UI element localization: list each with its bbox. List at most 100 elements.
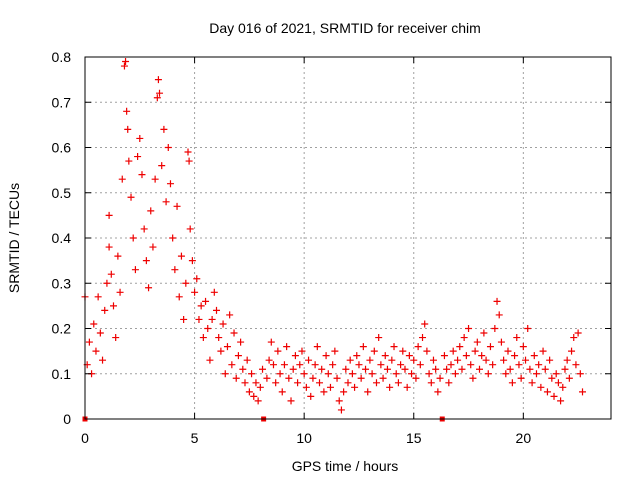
- data-point: [309, 374, 317, 382]
- data-point: [239, 365, 247, 373]
- data-point: [379, 374, 387, 382]
- data-point: [263, 374, 271, 382]
- data-point: [210, 288, 218, 296]
- y-axis-label: SRMTID / TECUs: [6, 183, 22, 293]
- data-point: [134, 153, 142, 161]
- data-point: [440, 352, 448, 360]
- data-point: [537, 383, 545, 391]
- data-point: [348, 370, 356, 378]
- data-point: [124, 125, 132, 133]
- data-point: [245, 388, 253, 396]
- data-point: [243, 356, 251, 364]
- data-point: [416, 361, 424, 369]
- data-point: [147, 207, 155, 215]
- y-tick-label: 0.2: [52, 321, 72, 337]
- data-point: [445, 379, 453, 387]
- data-point: [495, 311, 503, 319]
- data-point: [329, 361, 337, 369]
- data-point: [250, 392, 258, 400]
- data-point: [94, 293, 102, 301]
- data-point: [399, 347, 407, 355]
- data-point: [302, 383, 310, 391]
- data-point: [342, 365, 350, 373]
- data-point: [346, 356, 354, 364]
- data-point: [568, 347, 576, 355]
- data-point: [114, 252, 122, 260]
- grid-lines: [85, 57, 611, 419]
- data-point: [92, 347, 100, 355]
- data-point: [425, 370, 433, 378]
- data-point: [337, 406, 345, 414]
- data-point: [158, 162, 166, 170]
- data-point: [383, 365, 391, 373]
- data-point: [355, 361, 363, 369]
- data-point: [140, 225, 148, 233]
- data-point: [434, 388, 442, 396]
- data-point: [508, 379, 516, 387]
- data-point: [294, 379, 302, 387]
- data-point: [465, 325, 473, 332]
- data-point: [232, 374, 240, 382]
- data-point: [101, 306, 109, 314]
- data-point: [226, 311, 234, 319]
- data-point: [502, 370, 510, 378]
- data-point: [410, 356, 418, 364]
- data-point: [554, 379, 562, 387]
- data-point: [185, 157, 193, 165]
- data-point: [162, 198, 170, 206]
- data-point: [105, 211, 113, 219]
- data-point: [156, 89, 164, 97]
- data-point: [90, 320, 98, 328]
- data-point: [579, 388, 587, 396]
- data-point: [311, 361, 319, 369]
- data-point: [381, 352, 389, 360]
- data-point: [204, 325, 212, 332]
- data-point: [112, 334, 120, 342]
- data-point: [401, 365, 409, 373]
- data-point: [234, 352, 242, 360]
- data-point: [215, 334, 223, 342]
- data-point: [546, 356, 554, 364]
- data-point: [491, 325, 499, 332]
- data-point: [175, 293, 183, 301]
- data-point: [340, 388, 348, 396]
- data-point: [320, 388, 328, 396]
- data-point: [228, 361, 236, 369]
- data-point: [276, 370, 284, 378]
- data-point: [213, 306, 220, 314]
- data-point: [572, 361, 580, 369]
- data-point: [188, 257, 196, 265]
- data-point: [316, 379, 324, 387]
- data-point: [272, 379, 280, 387]
- data-point: [85, 338, 93, 346]
- data-point: [326, 383, 334, 391]
- data-point: [123, 107, 131, 115]
- data-point: [219, 320, 227, 328]
- data-point: [193, 275, 201, 283]
- data-point: [184, 148, 192, 156]
- data-point: [484, 370, 492, 378]
- data-point: [412, 374, 420, 382]
- data-point: [478, 352, 486, 360]
- data-point: [476, 365, 483, 373]
- data-point: [237, 338, 245, 346]
- plot-frame: [84, 56, 612, 420]
- data-point: [107, 270, 115, 278]
- data-point: [149, 243, 157, 251]
- data-point: [351, 383, 359, 391]
- data-point: [274, 347, 282, 355]
- data-point: [471, 347, 479, 355]
- data-point: [145, 284, 153, 292]
- data-point: [291, 352, 299, 360]
- data-point: [248, 370, 256, 378]
- data-point: [151, 175, 159, 183]
- data-point: [259, 365, 267, 373]
- data-point: [557, 397, 565, 405]
- data-point: [307, 392, 315, 400]
- data-point: [423, 347, 431, 355]
- data-point: [436, 374, 444, 382]
- data-point: [467, 361, 475, 369]
- data-point: [318, 365, 326, 373]
- data-point: [451, 370, 459, 378]
- data-point: [370, 347, 378, 355]
